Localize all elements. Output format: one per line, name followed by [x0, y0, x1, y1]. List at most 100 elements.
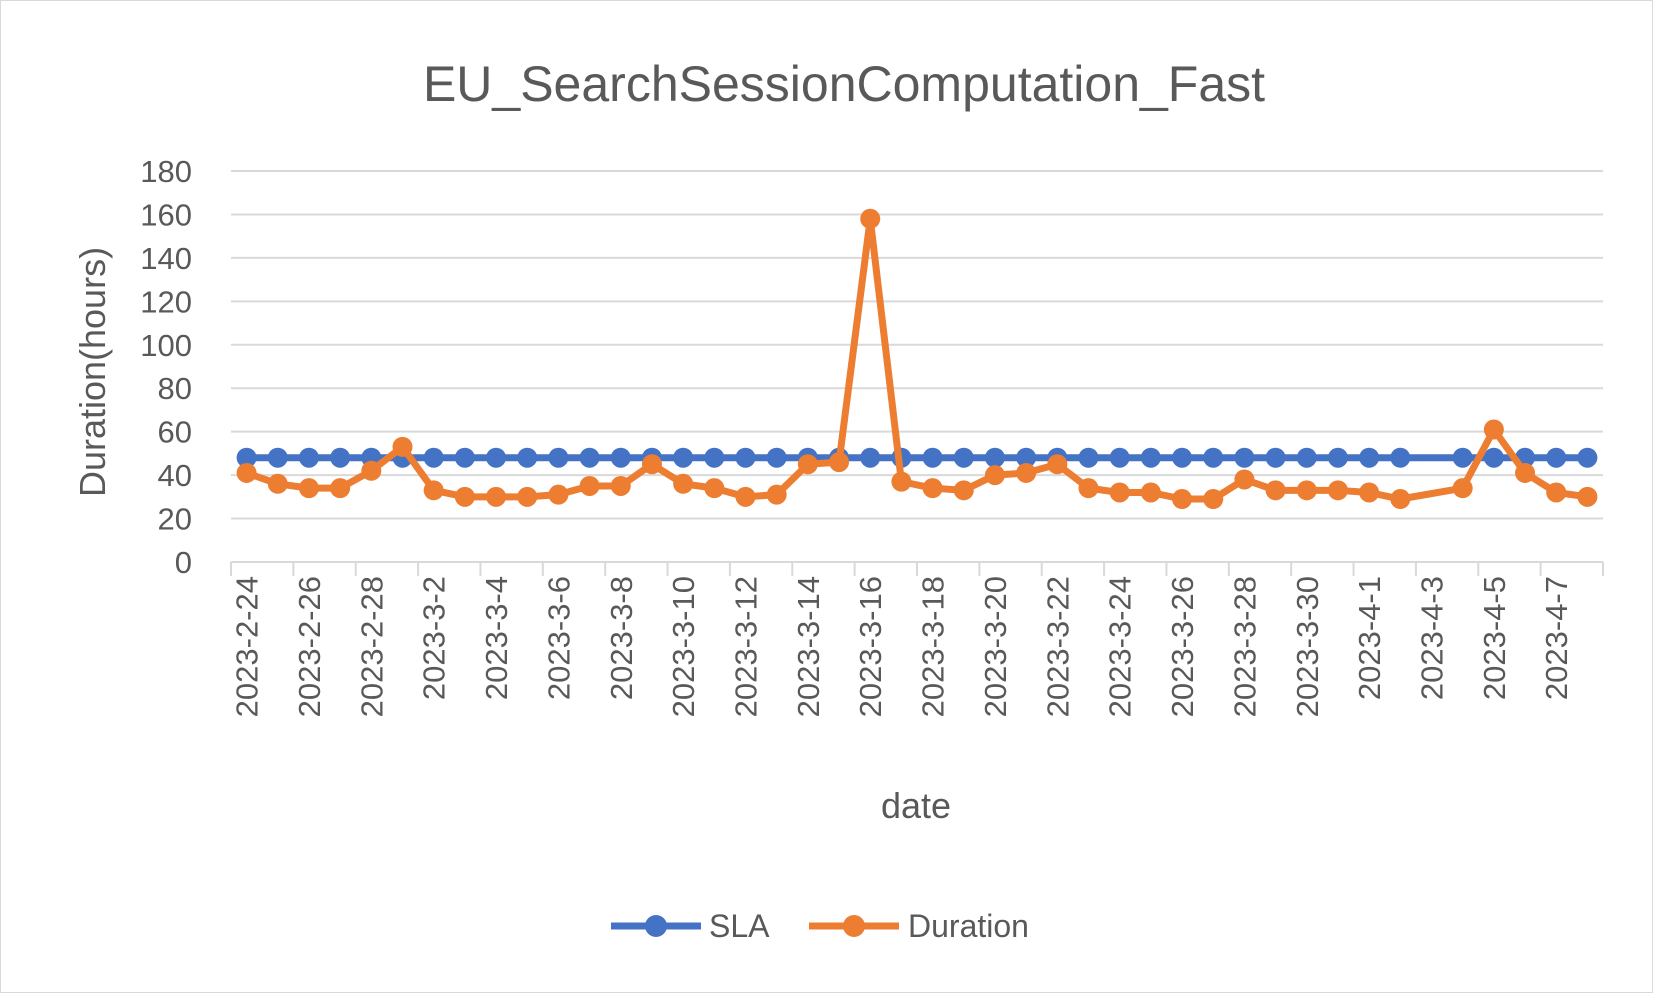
- duration-point: [1078, 478, 1099, 499]
- y-tick-label: 100: [140, 328, 192, 363]
- duration-point: [1016, 462, 1037, 483]
- x-tick-label: 2023-3-30: [1290, 576, 1325, 717]
- x-tick-label: 2023-2-28: [354, 576, 389, 717]
- duration-point: [392, 436, 413, 457]
- sla-point: [423, 447, 444, 468]
- y-tick-label: 80: [158, 371, 192, 406]
- duration-point: [361, 460, 382, 481]
- duration-point: [641, 454, 662, 475]
- duration-point: [891, 471, 912, 492]
- y-tick-label: 20: [158, 502, 192, 537]
- y-tick-labels: 0 20 40 60 80 100 120 140 160 180: [140, 154, 192, 580]
- legend-swatch-marker: [843, 915, 865, 937]
- legend-item-duration: Duration: [809, 908, 1029, 944]
- x-tick-labels: 2023-2-24 2023-2-26 2023-2-28 2023-3-2 2023-…: [230, 576, 1575, 717]
- sla-point: [517, 447, 538, 468]
- duration-point: [860, 208, 881, 229]
- legend-label: SLA: [709, 908, 770, 944]
- y-tick-label: 160: [140, 197, 192, 232]
- duration-point: [1140, 482, 1161, 503]
- duration-point: [1452, 478, 1473, 499]
- x-axis: [230, 561, 1604, 576]
- sla-point: [330, 447, 351, 468]
- legend-swatch-marker: [645, 915, 667, 937]
- sla-point: [1078, 447, 1099, 468]
- sla-point: [1390, 447, 1411, 468]
- y-tick-label: 140: [140, 241, 192, 276]
- y-tick-label: 0: [175, 545, 192, 580]
- sla-point: [610, 447, 631, 468]
- x-tick-label: 2023-4-1: [1352, 576, 1387, 700]
- sla-point: [548, 447, 569, 468]
- sla-point: [1483, 447, 1504, 468]
- sla-point: [579, 447, 600, 468]
- duration-point: [1546, 482, 1567, 503]
- sla-point: [922, 447, 943, 468]
- sla-point: [984, 447, 1005, 468]
- duration-point: [735, 486, 756, 507]
- x-tick-label: 2023-3-12: [729, 576, 764, 717]
- sla-point: [1234, 447, 1255, 468]
- y-axis-title: Duration(hours): [72, 247, 113, 497]
- duration-point: [1172, 489, 1193, 510]
- sla-point: [1577, 447, 1598, 468]
- series-duration: [236, 208, 1598, 510]
- x-tick-label: 2023-3-28: [1227, 576, 1262, 717]
- duration-point: [1359, 482, 1380, 503]
- sla-point: [673, 447, 694, 468]
- x-tick-label: 2023-3-14: [791, 576, 826, 717]
- series-layer: [236, 208, 1598, 510]
- x-axis-title: date: [881, 785, 951, 826]
- sla-point: [1265, 447, 1286, 468]
- duration-point: [579, 475, 600, 496]
- legend: SLA Duration: [611, 908, 1029, 944]
- x-tick-label: 2023-3-2: [417, 576, 452, 700]
- duration-point: [454, 486, 475, 507]
- duration-point: [1483, 419, 1504, 440]
- duration-point: [766, 484, 787, 505]
- sla-point: [454, 447, 475, 468]
- duration-point: [423, 480, 444, 501]
- x-tick-label: 2023-4-7: [1539, 576, 1574, 700]
- y-tick-label: 180: [140, 154, 192, 189]
- y-tick-label: 120: [140, 284, 192, 319]
- x-tick-label: 2023-3-4: [479, 576, 514, 700]
- chart-title: EU_SearchSessionComputation_Fast: [423, 56, 1265, 112]
- sla-point: [236, 447, 257, 468]
- sla-point: [1452, 447, 1473, 468]
- legend-item-sla: SLA: [611, 908, 770, 944]
- duration-point: [984, 465, 1005, 486]
- sla-point: [1140, 447, 1161, 468]
- duration-point: [330, 478, 351, 499]
- sla-point: [298, 447, 319, 468]
- sla-point: [267, 447, 288, 468]
- x-tick-label: 2023-4-5: [1477, 576, 1512, 700]
- duration-point: [610, 475, 631, 496]
- sla-point: [1203, 447, 1224, 468]
- duration-point: [673, 473, 694, 494]
- x-tick-label: 2023-3-22: [1040, 576, 1075, 717]
- duration-point: [1390, 489, 1411, 510]
- sla-point: [1546, 447, 1567, 468]
- sla-point: [1327, 447, 1348, 468]
- duration-point: [1234, 469, 1255, 490]
- x-tick-label: 2023-4-3: [1415, 576, 1450, 700]
- duration-point: [797, 454, 818, 475]
- duration-point: [267, 473, 288, 494]
- sla-point: [704, 447, 725, 468]
- x-tick-label: 2023-3-26: [1165, 576, 1200, 717]
- duration-point: [1577, 486, 1598, 507]
- sla-point: [1296, 447, 1317, 468]
- duration-point: [704, 478, 725, 499]
- sla-point: [1172, 447, 1193, 468]
- sla-point: [1109, 447, 1130, 468]
- x-tick-label: 2023-3-16: [853, 576, 888, 717]
- duration-point: [1327, 480, 1348, 501]
- duration-point: [1047, 454, 1068, 475]
- duration-point: [236, 462, 257, 483]
- x-tick-label: 2023-3-24: [1103, 576, 1138, 717]
- duration-point: [298, 478, 319, 499]
- sla-point: [735, 447, 756, 468]
